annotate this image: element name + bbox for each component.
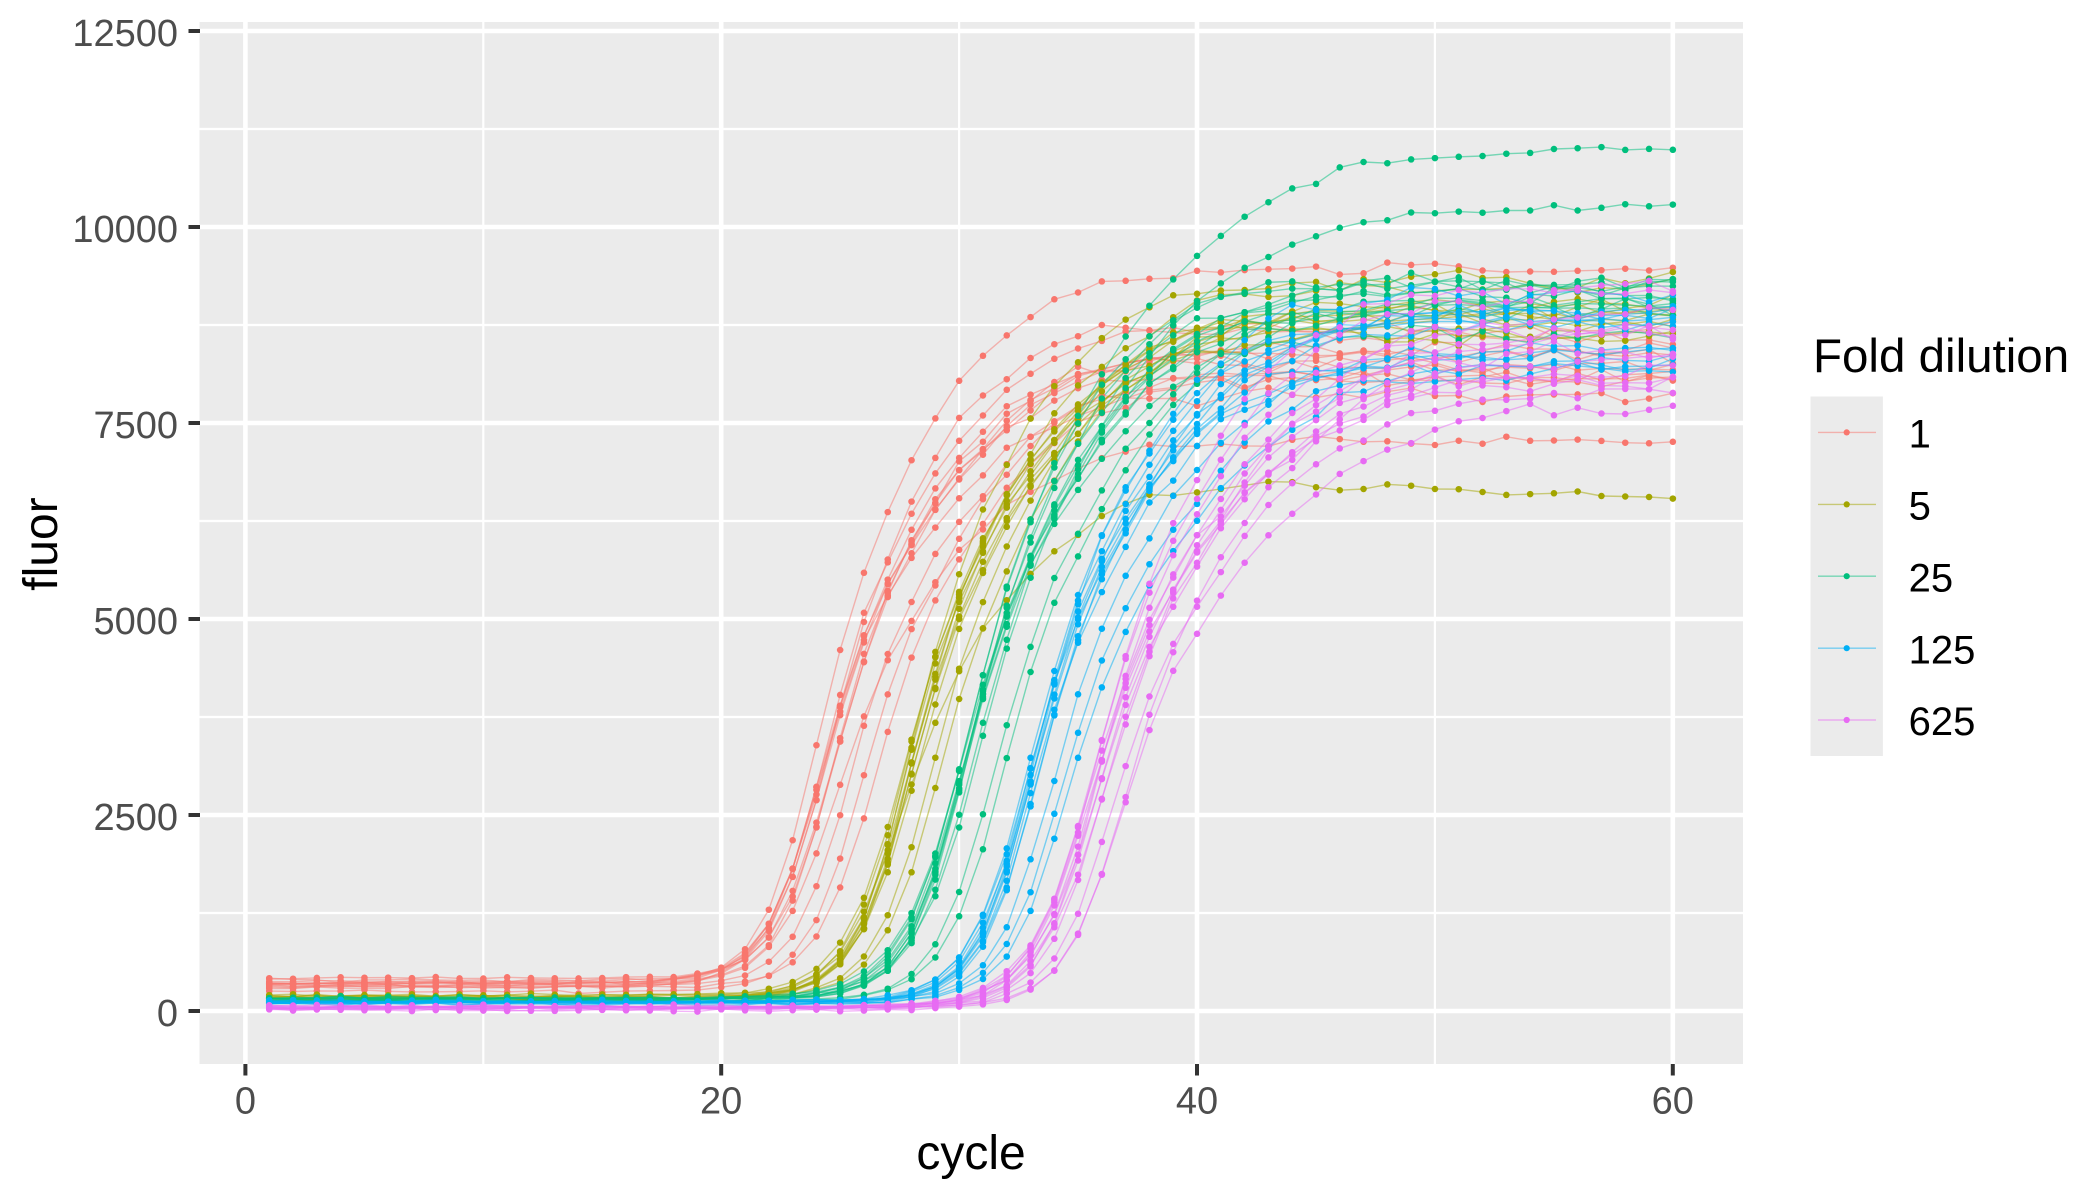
svg-text:20: 20 (700, 1081, 742, 1123)
svg-text:cycle: cycle (916, 1127, 1025, 1180)
svg-text:12500: 12500 (72, 13, 178, 55)
svg-text:Fold dilution: Fold dilution (1813, 330, 2069, 383)
svg-text:60: 60 (1652, 1081, 1694, 1123)
svg-text:fluor: fluor (15, 497, 68, 590)
svg-text:1: 1 (1909, 413, 1931, 457)
svg-text:25: 25 (1909, 557, 1954, 601)
svg-text:7500: 7500 (93, 405, 178, 447)
svg-text:0: 0 (157, 993, 178, 1035)
svg-text:2500: 2500 (93, 797, 178, 839)
svg-text:0: 0 (235, 1081, 256, 1123)
svg-text:10000: 10000 (72, 209, 178, 251)
svg-text:125: 125 (1909, 628, 1976, 672)
svg-text:5000: 5000 (93, 601, 178, 643)
svg-text:5: 5 (1909, 485, 1931, 529)
svg-text:40: 40 (1176, 1081, 1218, 1123)
svg-text:625: 625 (1909, 700, 1976, 744)
